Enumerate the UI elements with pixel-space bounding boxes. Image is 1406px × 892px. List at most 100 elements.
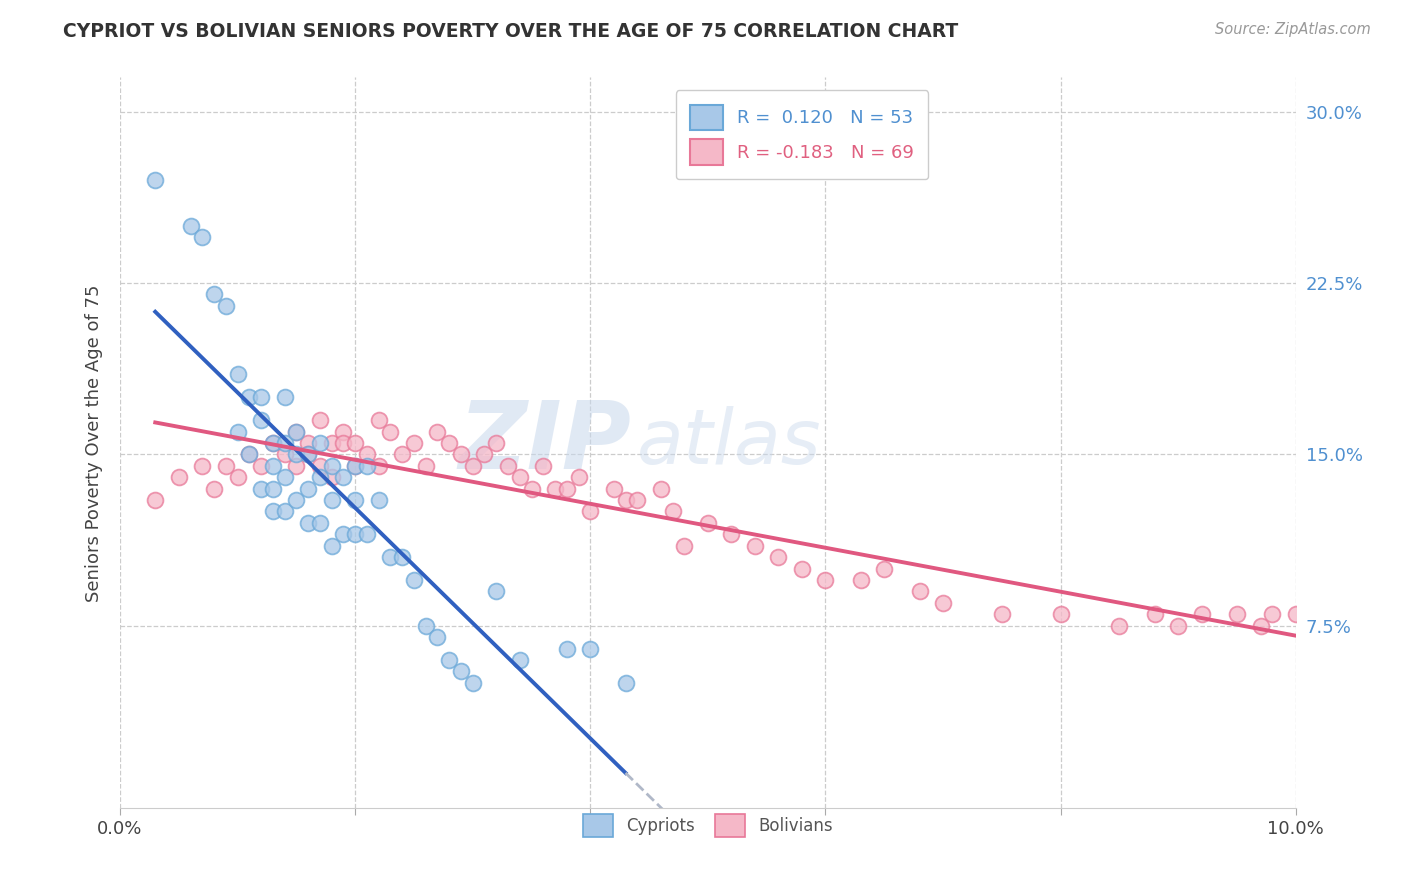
Point: [273, 447, 295, 461]
Point: [308, 436, 330, 450]
Point: [262, 436, 284, 450]
Point: [238, 390, 260, 404]
Text: atlas: atlas: [637, 406, 823, 480]
Point: [744, 539, 766, 553]
Point: [768, 550, 790, 565]
Point: [579, 641, 602, 656]
Point: [908, 584, 931, 599]
Point: [143, 173, 166, 187]
Point: [321, 493, 343, 508]
Point: [873, 561, 896, 575]
Point: [814, 573, 837, 587]
Point: [555, 482, 578, 496]
Point: [262, 458, 284, 473]
Point: [191, 458, 214, 473]
Point: [450, 447, 472, 461]
Point: [226, 368, 249, 382]
Point: [344, 436, 367, 450]
Point: [344, 493, 367, 508]
Point: [297, 447, 319, 461]
Point: [332, 527, 354, 541]
Point: [308, 458, 330, 473]
Point: [426, 425, 449, 439]
Point: [402, 573, 425, 587]
Point: [496, 458, 519, 473]
Point: [1191, 607, 1213, 622]
Point: [308, 413, 330, 427]
Point: [321, 539, 343, 553]
Point: [603, 482, 626, 496]
Point: [567, 470, 589, 484]
Point: [415, 618, 437, 632]
Point: [332, 425, 354, 439]
Point: [202, 287, 225, 301]
Point: [391, 447, 413, 461]
Point: [474, 447, 496, 461]
Point: [509, 653, 531, 667]
Point: [297, 436, 319, 450]
Point: [380, 550, 402, 565]
Point: [1261, 607, 1284, 622]
Point: [579, 504, 602, 518]
Point: [262, 436, 284, 450]
Point: [614, 493, 637, 508]
Point: [273, 504, 295, 518]
Point: [509, 470, 531, 484]
Point: [344, 458, 367, 473]
Point: [202, 482, 225, 496]
Point: [531, 458, 554, 473]
Point: [720, 527, 742, 541]
Point: [226, 470, 249, 484]
Point: [285, 458, 308, 473]
Point: [356, 447, 378, 461]
Legend: Cypriots, Bolivians: Cypriots, Bolivians: [576, 807, 839, 844]
Point: [273, 470, 295, 484]
Point: [250, 458, 273, 473]
Point: [285, 425, 308, 439]
Point: [215, 299, 238, 313]
Point: [485, 436, 508, 450]
Point: [380, 425, 402, 439]
Point: [321, 470, 343, 484]
Point: [520, 482, 543, 496]
Point: [262, 482, 284, 496]
Point: [790, 561, 813, 575]
Point: [262, 504, 284, 518]
Point: [415, 458, 437, 473]
Point: [614, 675, 637, 690]
Point: [321, 436, 343, 450]
Point: [849, 573, 872, 587]
Y-axis label: Seniors Poverty Over the Age of 75: Seniors Poverty Over the Age of 75: [86, 285, 103, 602]
Point: [285, 493, 308, 508]
Point: [297, 447, 319, 461]
Point: [1250, 618, 1272, 632]
Point: [391, 550, 413, 565]
Point: [367, 493, 389, 508]
Point: [402, 436, 425, 450]
Point: [321, 458, 343, 473]
Point: [238, 447, 260, 461]
Point: [673, 539, 696, 553]
Point: [544, 482, 567, 496]
Point: [273, 436, 295, 450]
Point: [555, 641, 578, 656]
Text: CYPRIOT VS BOLIVIAN SENIORS POVERTY OVER THE AGE OF 75 CORRELATION CHART: CYPRIOT VS BOLIVIAN SENIORS POVERTY OVER…: [63, 22, 959, 41]
Point: [437, 653, 460, 667]
Point: [367, 413, 389, 427]
Point: [626, 493, 648, 508]
Point: [356, 458, 378, 473]
Point: [1285, 607, 1308, 622]
Point: [650, 482, 672, 496]
Point: [215, 458, 238, 473]
Point: [191, 230, 214, 244]
Point: [308, 516, 330, 530]
Point: [250, 482, 273, 496]
Point: [1049, 607, 1071, 622]
Point: [297, 482, 319, 496]
Point: [344, 527, 367, 541]
Point: [367, 458, 389, 473]
Point: [356, 527, 378, 541]
Point: [1143, 607, 1166, 622]
Point: [344, 458, 367, 473]
Point: [250, 390, 273, 404]
